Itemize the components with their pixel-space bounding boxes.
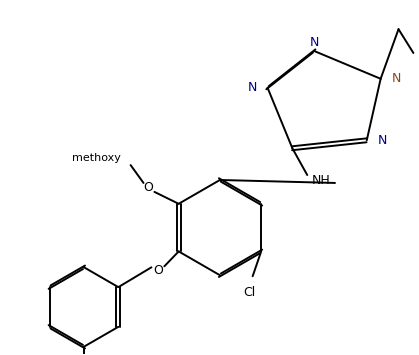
Text: Cl: Cl	[243, 285, 256, 299]
Text: O: O	[153, 264, 163, 277]
Text: N: N	[310, 36, 319, 49]
Text: NH: NH	[312, 174, 331, 187]
Text: methoxy: methoxy	[72, 153, 121, 163]
Text: N: N	[247, 81, 256, 94]
Text: N: N	[378, 134, 387, 147]
Text: O: O	[144, 181, 153, 195]
Text: N: N	[392, 72, 401, 85]
